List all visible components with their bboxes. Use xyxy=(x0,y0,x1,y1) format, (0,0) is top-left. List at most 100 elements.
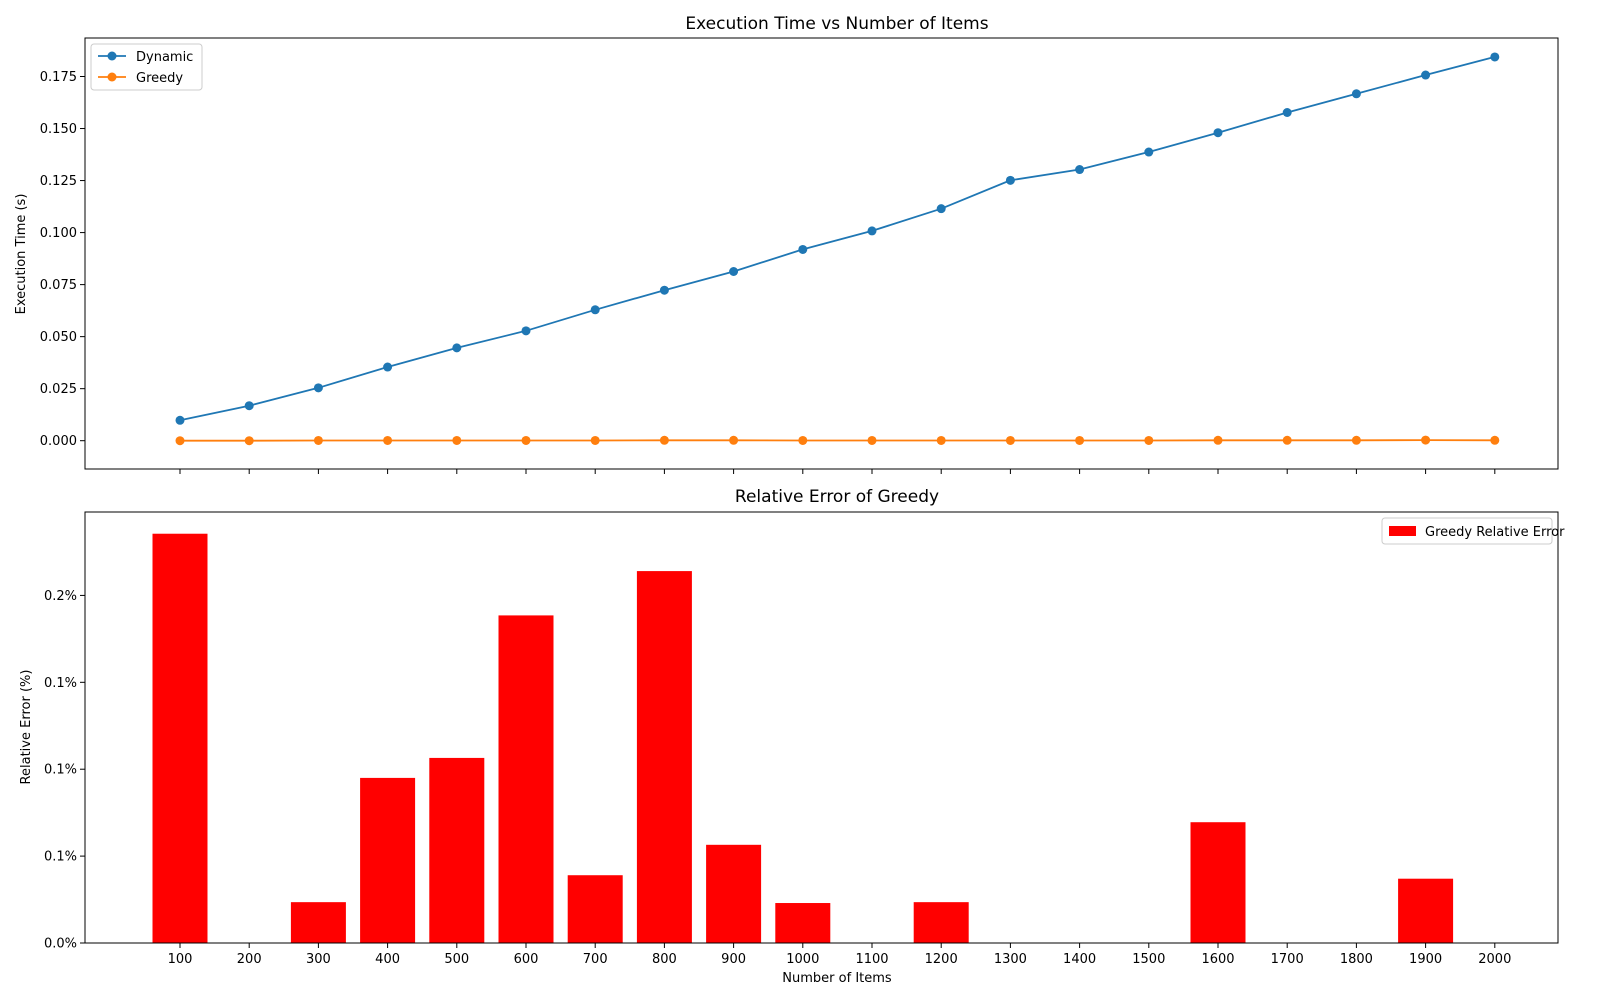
data-point-dynamic xyxy=(1075,165,1085,175)
y-tick-label: 0.150 xyxy=(40,122,77,137)
data-point-greedy xyxy=(798,435,808,445)
x-tick-label: 400 xyxy=(375,952,400,967)
y-tick-label: 0.075 xyxy=(40,278,77,293)
bar xyxy=(152,533,208,943)
bar xyxy=(290,902,346,943)
data-point-greedy xyxy=(1490,435,1500,445)
data-point-dynamic xyxy=(1351,89,1361,99)
x-tick-label: 500 xyxy=(444,952,469,967)
y-tick-label: 0.050 xyxy=(40,330,77,345)
x-tick-label: 200 xyxy=(237,952,262,967)
data-point-dynamic xyxy=(867,226,877,236)
data-point-greedy xyxy=(659,435,669,445)
relative-error-plot-frame xyxy=(84,511,1559,944)
x-tick-label: 1300 xyxy=(994,952,1027,967)
data-point-greedy xyxy=(936,435,946,445)
bar xyxy=(360,777,416,943)
bar xyxy=(1398,878,1454,943)
data-point-greedy xyxy=(867,435,877,445)
data-point-greedy xyxy=(1351,435,1361,445)
data-point-dynamic xyxy=(936,204,946,214)
relative-error-y-axis-label: Relative Error (%) xyxy=(19,670,34,785)
y-tick-label: 0.1% xyxy=(44,850,77,865)
data-point-greedy xyxy=(175,436,185,446)
execution-time-y-ticks: 0.000 0.025 0.050 0.075 0.100 0.125 0.150 0.175 xyxy=(40,70,85,449)
x-tick-label: 1400 xyxy=(1063,952,1096,967)
execution-time-plot: Execution Time vs Number of Items Execut… xyxy=(14,14,1559,474)
execution-time-title: Execution Time vs Number of Items xyxy=(685,14,988,34)
execution-time-series xyxy=(175,52,1500,446)
legend-greedy-label: Greedy xyxy=(136,71,183,86)
x-tick-label: 900 xyxy=(721,952,746,967)
relative-error-plot: Relative Error of Greedy Relative Error … xyxy=(19,487,1565,986)
data-point-dynamic xyxy=(383,362,393,372)
y-tick-label: 0.025 xyxy=(40,382,77,397)
x-tick-label: 100 xyxy=(168,952,193,967)
x-tick-label: 1100 xyxy=(855,952,888,967)
y-tick-label: 0.0% xyxy=(44,937,77,952)
bar xyxy=(913,902,969,943)
data-point-greedy xyxy=(521,435,531,445)
bar xyxy=(706,844,762,943)
legend-dynamic-label: Dynamic xyxy=(136,50,193,65)
data-point-greedy xyxy=(1144,435,1154,445)
data-point-greedy xyxy=(1213,435,1223,445)
data-point-dynamic xyxy=(798,244,808,254)
data-point-dynamic xyxy=(1005,175,1015,185)
series-line-dynamic xyxy=(179,56,1496,422)
data-point-dynamic xyxy=(244,401,254,411)
relative-error-legend: Greedy Relative Error xyxy=(1381,517,1565,545)
y-tick-label: 0.1% xyxy=(44,676,77,691)
relative-error-title: Relative Error of Greedy xyxy=(735,487,939,507)
data-point-dynamic xyxy=(1144,147,1154,157)
data-point-greedy xyxy=(452,435,462,445)
execution-time-x-ticks xyxy=(179,469,1496,474)
bar xyxy=(636,571,692,943)
bar xyxy=(567,875,623,943)
y-tick-label: 0.100 xyxy=(40,226,77,241)
bar xyxy=(1190,822,1246,943)
x-tick-label: 1800 xyxy=(1340,952,1373,967)
data-point-greedy xyxy=(590,435,600,445)
x-tick-label: 1700 xyxy=(1271,952,1304,967)
legend-greedy-error-swatch xyxy=(1389,526,1416,536)
data-point-greedy xyxy=(1421,435,1431,445)
data-point-dynamic xyxy=(452,343,462,353)
data-point-dynamic xyxy=(175,415,185,425)
bar xyxy=(429,757,485,943)
data-point-dynamic xyxy=(1282,108,1292,118)
data-point-dynamic xyxy=(1490,52,1500,62)
execution-time-plot-frame xyxy=(84,37,1559,470)
data-point-greedy xyxy=(1005,435,1015,445)
relative-error-x-axis-label: Number of Items xyxy=(782,971,892,986)
x-tick-label: 1600 xyxy=(1201,952,1234,967)
data-point-greedy xyxy=(1075,435,1085,445)
x-tick-label: 1500 xyxy=(1132,952,1165,967)
legend-greedy-error-label: Greedy Relative Error xyxy=(1425,525,1565,540)
data-point-dynamic xyxy=(659,285,669,295)
data-point-greedy xyxy=(383,435,393,445)
x-tick-label: 2000 xyxy=(1478,952,1511,967)
legend-dynamic-marker xyxy=(107,51,117,61)
data-point-dynamic xyxy=(1213,128,1223,138)
bar xyxy=(498,615,554,943)
data-point-dynamic xyxy=(729,267,739,277)
y-tick-label: 0.000 xyxy=(40,434,77,449)
data-point-greedy xyxy=(1282,435,1292,445)
x-tick-label: 700 xyxy=(583,952,608,967)
relative-error-x-ticks: 100 200 300 400 500 600 700 800 900 1000 1100 1200 1… xyxy=(168,943,1511,967)
x-tick-label: 800 xyxy=(652,952,677,967)
data-point-greedy xyxy=(729,435,739,445)
data-point-dynamic xyxy=(590,305,600,315)
x-tick-label: 600 xyxy=(514,952,539,967)
y-tick-label: 0.1% xyxy=(44,763,77,778)
data-point-dynamic xyxy=(521,326,531,336)
bar xyxy=(775,903,831,943)
execution-time-y-axis-label: Execution Time (s) xyxy=(14,194,29,315)
relative-error-bars xyxy=(152,533,1454,943)
x-tick-label: 1200 xyxy=(925,952,958,967)
data-point-dynamic xyxy=(1421,70,1431,80)
execution-time-legend: Dynamic Greedy xyxy=(90,43,203,91)
